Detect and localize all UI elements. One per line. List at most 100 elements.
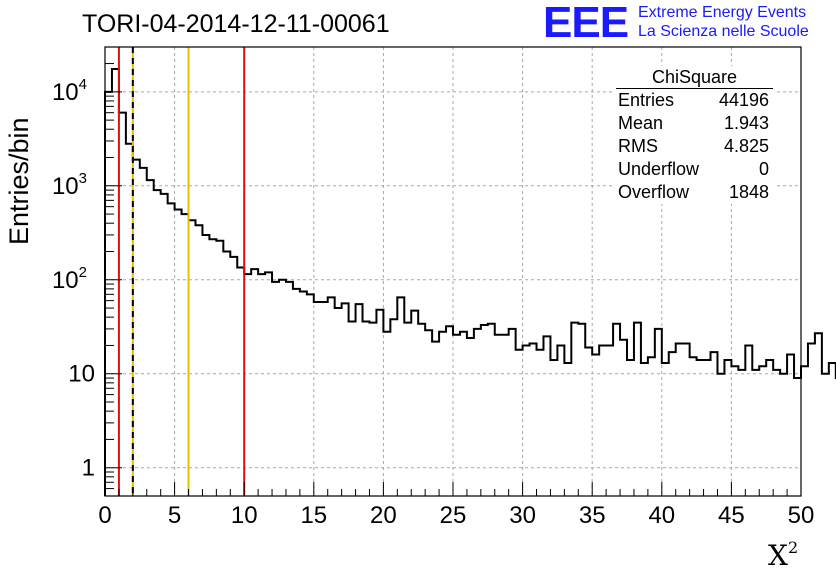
histogram-bin — [383, 332, 390, 496]
histogram-bin — [648, 357, 655, 496]
histogram-bin — [467, 338, 474, 496]
logo-line-1: Extreme Energy Events — [638, 4, 807, 21]
stats-label: RMS — [618, 136, 658, 156]
histogram-bin — [780, 374, 787, 496]
histogram-bin — [251, 269, 258, 496]
histogram-bin — [787, 355, 794, 496]
histogram-bin — [481, 325, 488, 496]
histogram-bin — [175, 209, 182, 496]
histogram-bin — [182, 214, 189, 496]
logo-line-2: La Scienza nelle Scuole — [638, 23, 809, 40]
histogram-bin — [815, 333, 822, 496]
threshold-markers — [117, 47, 246, 496]
eee-logo-mark: EEE — [543, 0, 629, 47]
histogram-bin — [321, 302, 328, 496]
y-tick-label: 1 — [82, 455, 95, 482]
histogram-bin — [397, 297, 404, 496]
histogram-bin — [293, 289, 300, 496]
histogram-bin — [119, 113, 126, 496]
histogram-bin — [168, 203, 175, 496]
histogram-bin — [140, 168, 147, 496]
histogram-bin — [738, 370, 745, 496]
x-tick-label: 25 — [440, 502, 467, 529]
stats-row: Entries 44196 — [612, 89, 777, 112]
histogram-bin — [731, 366, 738, 496]
histogram-bin — [495, 335, 502, 496]
y-tick-base: 10 — [52, 79, 79, 106]
histogram-bin — [822, 374, 829, 496]
histogram-bin — [537, 350, 544, 496]
histogram-bin — [390, 319, 397, 496]
histogram-bin — [808, 343, 815, 496]
histogram-bin — [439, 332, 446, 496]
chart-title: TORI-04-2014-12-11-00061 — [82, 10, 390, 38]
histogram-bin — [662, 363, 669, 496]
histogram-bin — [592, 355, 599, 496]
histogram-bin — [585, 348, 592, 496]
histogram-bin — [634, 323, 641, 496]
stats-title: ChiSquare — [651, 67, 738, 87]
y-tick-exponent: 2 — [79, 264, 87, 281]
eee-logo-text: Extreme Energy Events La Scienza nelle S… — [638, 3, 809, 41]
histogram-bin — [759, 366, 766, 496]
histogram-bin — [147, 180, 154, 496]
histogram-bin — [571, 323, 578, 496]
stats-row: Underflow 0 — [612, 158, 777, 181]
y-tick-label: 104 — [52, 76, 87, 106]
x-axis-label: X2 — [768, 538, 798, 572]
histogram-bin — [773, 370, 780, 496]
histogram-bin — [307, 294, 314, 496]
histogram-bin — [418, 324, 425, 496]
histogram-bin — [342, 303, 349, 496]
histogram-bin — [704, 360, 711, 496]
histogram-bars — [104, 67, 836, 496]
stats-label: Overflow — [618, 182, 690, 202]
histogram-bin — [189, 220, 196, 496]
stats-value: 1848 — [728, 182, 769, 202]
histogram-bin — [349, 321, 356, 496]
x-tick-label: 0 — [98, 502, 111, 529]
histogram-bin — [154, 190, 161, 496]
histogram-bin — [564, 363, 571, 496]
histogram-bin — [829, 363, 836, 496]
y-tick-label: 10 — [68, 361, 95, 388]
histogram-bin — [745, 345, 752, 496]
y-axis-label: Entries/bin — [4, 117, 34, 245]
stats-value: 1.943 — [723, 113, 769, 133]
histogram-bin — [641, 363, 648, 496]
x-tick-label: 45 — [718, 502, 745, 529]
histogram-bin — [446, 326, 453, 496]
histogram-bin — [133, 160, 140, 496]
x-axis-label-base: X — [768, 539, 788, 572]
histogram-bin — [557, 345, 564, 496]
stats-label: Entries — [618, 90, 675, 110]
histogram-bin — [550, 360, 557, 496]
histogram-bin — [724, 360, 731, 496]
histogram-bin — [690, 357, 697, 496]
histogram-bin — [613, 324, 620, 496]
histogram-bin — [627, 360, 634, 496]
histogram-bin — [676, 343, 683, 496]
y-tick-exponent: 3 — [79, 170, 87, 187]
x-tick-label: 15 — [300, 502, 327, 529]
histogram-bin — [599, 345, 606, 496]
histogram-bin — [488, 324, 495, 496]
stats-value: 0 — [758, 159, 769, 179]
histogram-bin — [620, 340, 627, 496]
histogram-bin — [453, 335, 460, 496]
histogram-bin — [717, 374, 724, 496]
histogram-bin — [801, 366, 808, 496]
histogram-bin — [286, 282, 293, 496]
stats-value: 44196 — [718, 90, 769, 110]
histogram-bin — [606, 345, 613, 496]
histogram-bin — [244, 274, 251, 496]
histogram-bin — [230, 257, 237, 496]
histogram-bin — [752, 370, 759, 496]
histogram-bin — [328, 297, 335, 496]
histogram-bin — [300, 292, 307, 496]
stats-row: Overflow 1848 — [612, 181, 777, 204]
histogram-bin — [202, 235, 209, 496]
histogram-bin — [432, 342, 439, 496]
histogram-bin — [655, 329, 662, 496]
